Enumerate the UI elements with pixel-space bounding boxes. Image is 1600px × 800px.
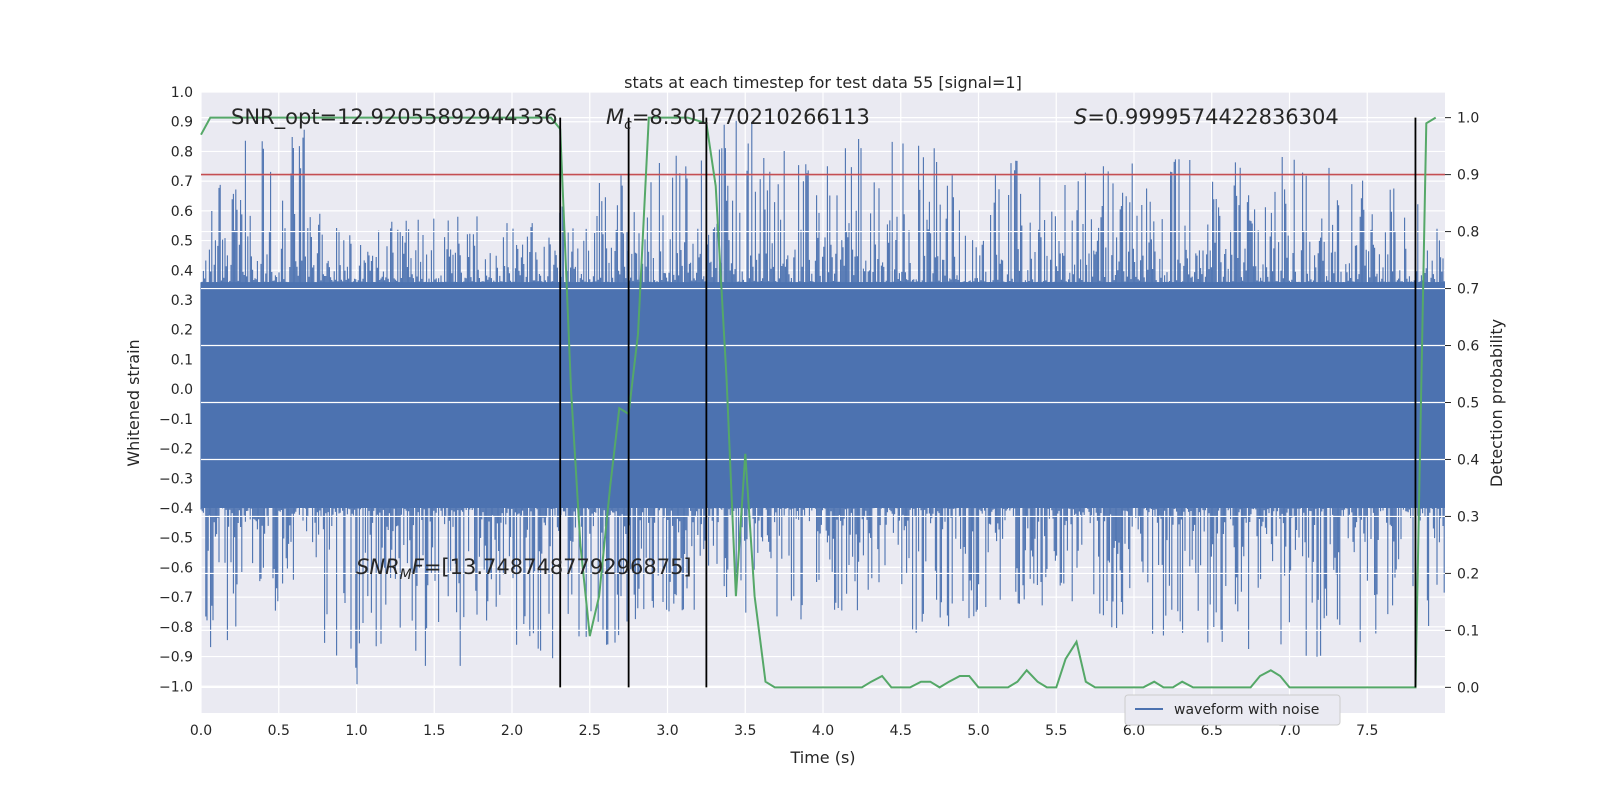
detection-probability-line [200, 116, 1437, 689]
y2-tick-label: 0.6 [1457, 339, 1479, 355]
y-tick-label: 1.0 [171, 85, 193, 101]
x-tick-label: 1.5 [423, 723, 445, 739]
y-tick-label: 0.9 [171, 115, 193, 131]
chart-title: stats at each timestep for test data 55 … [624, 73, 1022, 92]
y-tick-label: 0.0 [171, 382, 193, 398]
snr-mf-value: =[13.748748779296875] [424, 555, 692, 579]
vertical-markers [559, 117, 1417, 688]
x-tick-label: 6.0 [1123, 723, 1145, 739]
y-tick-label: 0.4 [171, 263, 193, 279]
x-tick-label: 5.5 [1045, 723, 1067, 739]
y2-tick-label: 0.3 [1457, 509, 1479, 525]
snr-opt-annotation: SNR_opt=12.92055892944336 [231, 105, 558, 130]
s-symbol: S [1074, 105, 1087, 129]
y-tick-label: −0.8 [159, 620, 193, 636]
x-tick-label: 7.0 [1278, 723, 1300, 739]
y2-tick-label: 0.4 [1457, 452, 1479, 468]
x-tick-label: 3.0 [656, 723, 678, 739]
snr-mf-symbol: SNR [356, 555, 400, 579]
chirp-mass-symbol: M [606, 105, 624, 129]
y2-tick-label: 0.8 [1457, 225, 1479, 241]
y-tick-label: 0.7 [171, 174, 193, 190]
x-tick-label: 7.5 [1356, 723, 1378, 739]
snr-mf-mid: F [412, 555, 425, 579]
y-tick-label: 0.2 [171, 323, 193, 339]
y-tick-label: 0.3 [171, 293, 193, 309]
y-tick-label: −0.2 [159, 442, 193, 458]
x-tick-label: 2.5 [579, 723, 601, 739]
y-tick-label: −0.9 [159, 650, 193, 666]
x-tick-label: 6.5 [1201, 723, 1223, 739]
legend: waveform with noise [1124, 694, 1341, 726]
x-tick-label: 3.5 [734, 723, 756, 739]
y-tick-label: −1.0 [159, 679, 193, 695]
x-tick-label: 5.0 [967, 723, 989, 739]
y-tick-label: −0.1 [159, 412, 193, 428]
x-tick-label: 0.0 [190, 723, 212, 739]
s-value: =0.9999574422836304 [1087, 105, 1338, 129]
waveform-series [200, 120, 1445, 685]
y-tick-label: 0.8 [171, 144, 193, 160]
legend-box [1124, 694, 1341, 726]
y2-tick-label: 0.1 [1457, 623, 1479, 639]
x-tick-label: 4.5 [890, 723, 912, 739]
y-axis-ticks: 1.0 0.9 0.8 0.7 0.6 0.5 0.4 0.3 0.2 0.1 0.0 −0.1 −0.… [159, 85, 193, 695]
y2-tick-label: 0.9 [1457, 168, 1479, 184]
x-tick-label: 1.0 [345, 723, 367, 739]
y2-axis-label: Detection probability [1487, 319, 1506, 487]
y2-tick-label: 1.0 [1457, 111, 1479, 127]
y-tick-label: −0.5 [159, 531, 193, 547]
snr-mf-annotation: SNRMF=[13.748748779296875] [356, 555, 692, 583]
y2-tick-label: 0.7 [1457, 282, 1479, 298]
y-axis-label: Whitened strain [124, 339, 143, 466]
y-tick-label: −0.6 [159, 560, 193, 576]
y-tick-label: −0.4 [159, 501, 193, 517]
legend-label: waveform with noise [1174, 702, 1319, 718]
x-tick-label: 2.0 [501, 723, 523, 739]
y-tick-label: 0.1 [171, 352, 193, 368]
y-tick-label: −0.3 [159, 471, 193, 487]
chirp-mass-annotation: Mc=8.301770210266113 [606, 105, 870, 133]
y2-tick-label: 0.5 [1457, 396, 1479, 412]
chirp-mass-subscript: c [624, 117, 632, 133]
chirp-mass-value: =8.301770210266113 [632, 105, 870, 129]
y2-axis-ticks: 1.0 0.9 0.8 0.7 0.6 0.5 0.4 0.3 0.2 0.1 0.0 [1445, 111, 1479, 696]
x-tick-label: 4.0 [812, 723, 834, 739]
x-tick-label: 0.5 [268, 723, 290, 739]
y2-tick-label: 0.0 [1457, 680, 1479, 696]
y-tick-label: 0.6 [171, 204, 193, 220]
x-axis-ticks: 0.0 0.5 1.0 1.5 2.0 2.5 3.0 3.5 4.0 4.5 5.0 5.5 6.0 6… [190, 723, 1379, 739]
y-tick-label: 0.5 [171, 234, 193, 250]
x-axis-label: Time (s) [789, 748, 855, 767]
s-annotation: S=0.9999574422836304 [1074, 105, 1339, 129]
snr-mf-subscript: M [400, 567, 412, 583]
y-tick-label: −0.7 [159, 590, 193, 606]
y2-tick-label: 0.2 [1457, 566, 1479, 582]
